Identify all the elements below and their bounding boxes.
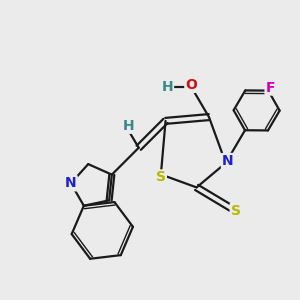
Text: S: S bbox=[231, 204, 241, 218]
Text: H: H bbox=[123, 119, 134, 133]
Text: N: N bbox=[222, 154, 233, 168]
Text: F: F bbox=[266, 81, 275, 94]
Text: H: H bbox=[161, 80, 173, 94]
Text: S: S bbox=[156, 170, 166, 184]
Text: O: O bbox=[185, 78, 197, 92]
Text: N: N bbox=[65, 176, 77, 190]
